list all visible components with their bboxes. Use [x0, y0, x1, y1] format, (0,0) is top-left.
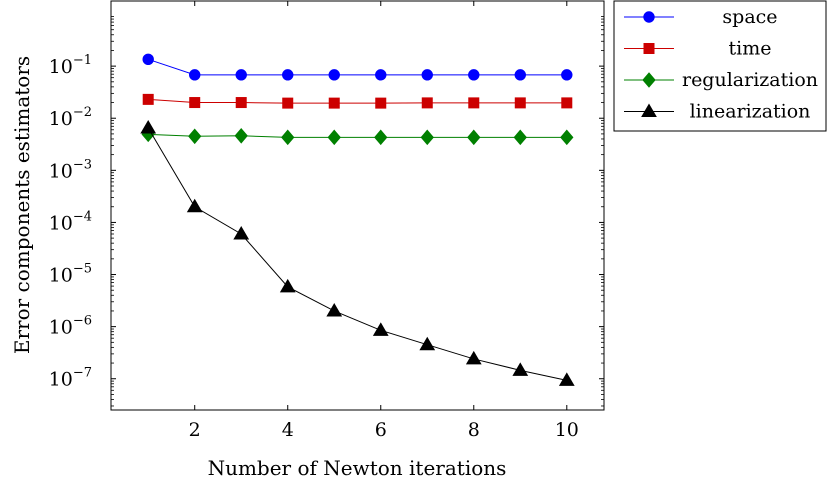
data-point-space	[514, 69, 526, 81]
x-tick-label: 6	[375, 419, 387, 441]
data-point-regularization	[374, 129, 388, 146]
x-tick-label: 8	[468, 419, 480, 441]
data-point-time	[421, 97, 433, 109]
data-point-regularization	[513, 129, 527, 146]
data-point-linearization	[140, 119, 157, 134]
legend-entries: space time regularization linearization	[624, 6, 818, 123]
y-tick-labels: 10−7 10−6 10−5 10−4 10−3 10−2 10−1	[49, 53, 92, 391]
series-line-time	[148, 98, 567, 104]
data-point-linearization	[558, 372, 575, 386]
data-point-linearization	[419, 336, 436, 351]
data-point-time	[561, 97, 573, 109]
data-point-regularization	[560, 129, 574, 146]
data-point-time	[468, 97, 480, 109]
y-tick-label: 10−5	[49, 262, 92, 287]
legend-label-space: space	[722, 6, 777, 28]
data-point-space	[561, 69, 573, 81]
y-tick-label: 10−6	[49, 314, 92, 339]
legend-entry-regularization: regularization	[624, 69, 818, 91]
data-point-space	[421, 69, 433, 81]
data-point-space	[328, 69, 340, 81]
data-point-linearization	[326, 302, 343, 317]
y-tick-label: 10−4	[49, 209, 92, 234]
data-point-linearization	[279, 278, 296, 293]
series-layer	[140, 53, 575, 386]
legend-marker-time	[643, 43, 655, 54]
x-tick-labels: 2 4 6 8 10	[189, 419, 579, 441]
data-point-regularization	[420, 129, 434, 146]
data-point-space	[375, 69, 387, 81]
series-line-space	[148, 58, 567, 76]
legend-marker-space	[643, 11, 655, 23]
data-point-linearization	[233, 225, 250, 240]
data-point-time	[328, 97, 340, 109]
y-tick-label: 10−3	[49, 157, 92, 182]
legend-marker-regularization	[642, 72, 656, 88]
legend-label-linearization: linearization	[690, 101, 811, 123]
data-point-space	[468, 69, 480, 81]
data-point-time	[375, 97, 387, 109]
data-point-space	[142, 53, 154, 66]
data-point-linearization	[465, 350, 482, 365]
data-point-regularization	[327, 129, 341, 146]
data-point-time	[235, 97, 247, 109]
data-point-space	[282, 69, 294, 81]
data-point-time	[282, 97, 294, 109]
legend: space time regularization linearization	[613, 0, 827, 132]
data-point-time	[142, 93, 154, 105]
data-point-regularization	[188, 128, 202, 145]
y-tick-label: 10−7	[49, 366, 92, 391]
legend-label-regularization: regularization	[682, 69, 818, 91]
legend-entry-space: space	[624, 6, 778, 28]
data-point-linearization	[512, 362, 529, 376]
x-tick-label: 2	[189, 419, 201, 441]
y-axis-label: Error components estimators	[10, 56, 34, 354]
legend-label-time: time	[729, 38, 772, 60]
data-point-time	[514, 97, 526, 109]
x-axis-label: Number of Newton iterations	[208, 456, 507, 480]
series-regularization	[141, 126, 574, 146]
x-tick-label: 10	[555, 419, 579, 441]
series-line-linearization	[147, 127, 567, 381]
series-space	[142, 53, 573, 81]
series-linearization	[140, 119, 575, 386]
data-point-linearization	[186, 198, 203, 213]
data-point-space	[235, 69, 247, 81]
data-point-regularization	[281, 129, 295, 146]
y-tick-label: 10−2	[49, 105, 92, 130]
data-point-linearization	[372, 322, 389, 336]
data-point-space	[189, 69, 201, 81]
data-point-time	[189, 97, 201, 109]
plot-frame	[110, 0, 605, 411]
series-time	[142, 93, 573, 109]
series-line-regularization	[148, 133, 567, 138]
x-tick-label: 4	[282, 419, 294, 441]
y-tick-label: 10−1	[49, 53, 92, 78]
legend-entry-time: time	[624, 38, 771, 60]
legend-marker-linearization	[641, 103, 657, 117]
data-point-regularization	[234, 128, 248, 144]
data-point-regularization	[467, 129, 481, 146]
major-ticks	[111, 1, 604, 410]
legend-entry-linearization: linearization	[624, 101, 810, 123]
